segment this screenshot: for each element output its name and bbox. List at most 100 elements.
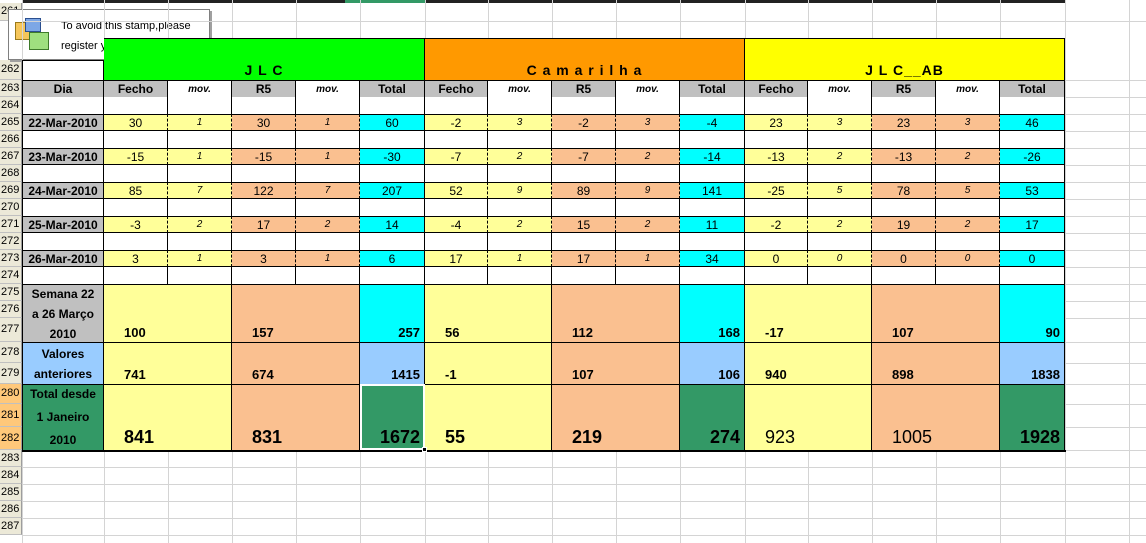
blank-cell[interactable] <box>808 97 872 114</box>
value-cell[interactable]: 0 <box>745 250 808 267</box>
row-number[interactable]: 262 <box>0 60 22 80</box>
blank-cell[interactable] <box>296 199 360 216</box>
row-number[interactable]: 284 <box>0 467 22 484</box>
row-number[interactable]: 269 <box>0 182 22 199</box>
total-label[interactable]: Total desde 1 Janeiro 2010 <box>22 384 104 450</box>
valores-value[interactable]: 1838 <box>1000 342 1065 384</box>
blank-cell[interactable] <box>296 131 360 148</box>
row-number[interactable]: 264 <box>0 97 22 114</box>
blank-cell[interactable] <box>1000 97 1065 114</box>
blank-cell[interactable] <box>232 97 296 114</box>
value-cell[interactable]: 3 <box>488 114 552 131</box>
blank-cell[interactable] <box>552 131 616 148</box>
blank-cell[interactable] <box>22 267 104 284</box>
blank-cell[interactable] <box>168 199 232 216</box>
blank-cell[interactable] <box>296 165 360 182</box>
blank-cell[interactable] <box>168 97 232 114</box>
semana-value[interactable]: 56 <box>425 284 552 342</box>
value-cell[interactable]: 2 <box>936 148 1000 165</box>
value-cell[interactable]: -13 <box>872 148 936 165</box>
date-cell[interactable]: 24-Mar-2010 <box>22 182 104 199</box>
column-header-total[interactable]: Total <box>360 80 425 97</box>
group-header-1[interactable]: C a m a r i l h a <box>425 38 745 80</box>
blank-cell[interactable] <box>232 131 296 148</box>
blank-cell[interactable] <box>488 97 552 114</box>
valores-value[interactable]: 106 <box>680 342 745 384</box>
value-cell[interactable]: 9 <box>616 182 680 199</box>
blank-cell[interactable] <box>680 199 745 216</box>
blank-cell[interactable] <box>22 165 104 182</box>
value-cell[interactable]: 30 <box>232 114 296 131</box>
valores-label[interactable]: Valores anteriores <box>22 342 104 384</box>
row-number[interactable]: 280 <box>0 384 22 404</box>
value-cell[interactable]: -2 <box>552 114 616 131</box>
blank-cell[interactable] <box>22 199 104 216</box>
value-cell[interactable]: 23 <box>745 114 808 131</box>
blank-cell[interactable] <box>872 199 936 216</box>
value-cell[interactable]: 0 <box>808 250 872 267</box>
blank-cell[interactable] <box>104 131 168 148</box>
value-cell[interactable]: 5 <box>936 182 1000 199</box>
blank-cell[interactable] <box>22 233 104 250</box>
value-cell[interactable]: 34 <box>680 250 745 267</box>
row-number[interactable]: 266 <box>0 131 22 148</box>
column-header-r5[interactable]: R5 <box>552 80 616 97</box>
value-cell[interactable]: 46 <box>1000 114 1065 131</box>
blank-cell[interactable] <box>360 97 425 114</box>
value-cell[interactable]: -26 <box>1000 148 1065 165</box>
blank-cell[interactable] <box>808 199 872 216</box>
column-header-r5[interactable]: R5 <box>872 80 936 97</box>
value-cell[interactable]: 0 <box>1000 250 1065 267</box>
semana-value[interactable]: 168 <box>680 284 745 342</box>
blank-cell[interactable] <box>552 97 616 114</box>
value-cell[interactable]: -7 <box>425 148 488 165</box>
blank-cell[interactable] <box>616 233 680 250</box>
value-cell[interactable]: 2 <box>168 216 232 233</box>
total-value[interactable]: 219 <box>552 384 680 450</box>
blank-cell[interactable] <box>936 97 1000 114</box>
semana-value[interactable]: 112 <box>552 284 680 342</box>
value-cell[interactable]: 2 <box>488 148 552 165</box>
blank-cell[interactable] <box>296 267 360 284</box>
column-header-total[interactable]: Total <box>1000 80 1065 97</box>
valores-value[interactable]: 741 <box>104 342 232 384</box>
blank-cell[interactable] <box>360 267 425 284</box>
blank-cell[interactable] <box>680 131 745 148</box>
value-cell[interactable]: -15 <box>104 148 168 165</box>
row-number[interactable]: 265 <box>0 114 22 131</box>
value-cell[interactable]: 7 <box>296 182 360 199</box>
value-cell[interactable]: 141 <box>680 182 745 199</box>
column-header-mov[interactable]: mov. <box>296 80 360 97</box>
column-header-mov[interactable]: mov. <box>808 80 872 97</box>
row-number[interactable]: 286 <box>0 501 22 518</box>
date-cell[interactable]: 22-Mar-2010 <box>22 114 104 131</box>
value-cell[interactable]: 2 <box>616 216 680 233</box>
row-number[interactable]: 281 <box>0 404 22 427</box>
value-cell[interactable]: 3 <box>104 250 168 267</box>
row-number[interactable]: 271 <box>0 216 22 233</box>
blank-cell[interactable] <box>745 131 808 148</box>
blank-cell[interactable] <box>360 199 425 216</box>
blank-cell[interactable] <box>425 199 488 216</box>
value-cell[interactable]: 11 <box>680 216 745 233</box>
row-number[interactable]: 270 <box>0 199 22 216</box>
value-cell[interactable]: 3 <box>936 114 1000 131</box>
column-header-fecho[interactable]: Fecho <box>745 80 808 97</box>
value-cell[interactable]: 2 <box>808 148 872 165</box>
column-header-mov[interactable]: mov. <box>936 80 1000 97</box>
column-header-fecho[interactable]: Fecho <box>104 80 168 97</box>
value-cell[interactable]: 5 <box>808 182 872 199</box>
column-header-mov[interactable]: mov. <box>168 80 232 97</box>
blank-cell[interactable] <box>296 233 360 250</box>
semana-value[interactable]: 107 <box>872 284 1000 342</box>
value-cell[interactable]: 1 <box>168 114 232 131</box>
value-cell[interactable]: 2 <box>488 216 552 233</box>
blank-cell[interactable] <box>936 233 1000 250</box>
value-cell[interactable]: -3 <box>104 216 168 233</box>
blank-cell[interactable] <box>425 97 488 114</box>
blank-cell[interactable] <box>488 165 552 182</box>
row-number[interactable]: 279 <box>0 363 22 384</box>
blank-cell[interactable] <box>872 97 936 114</box>
blank-cell[interactable] <box>808 233 872 250</box>
blank-cell[interactable] <box>425 233 488 250</box>
